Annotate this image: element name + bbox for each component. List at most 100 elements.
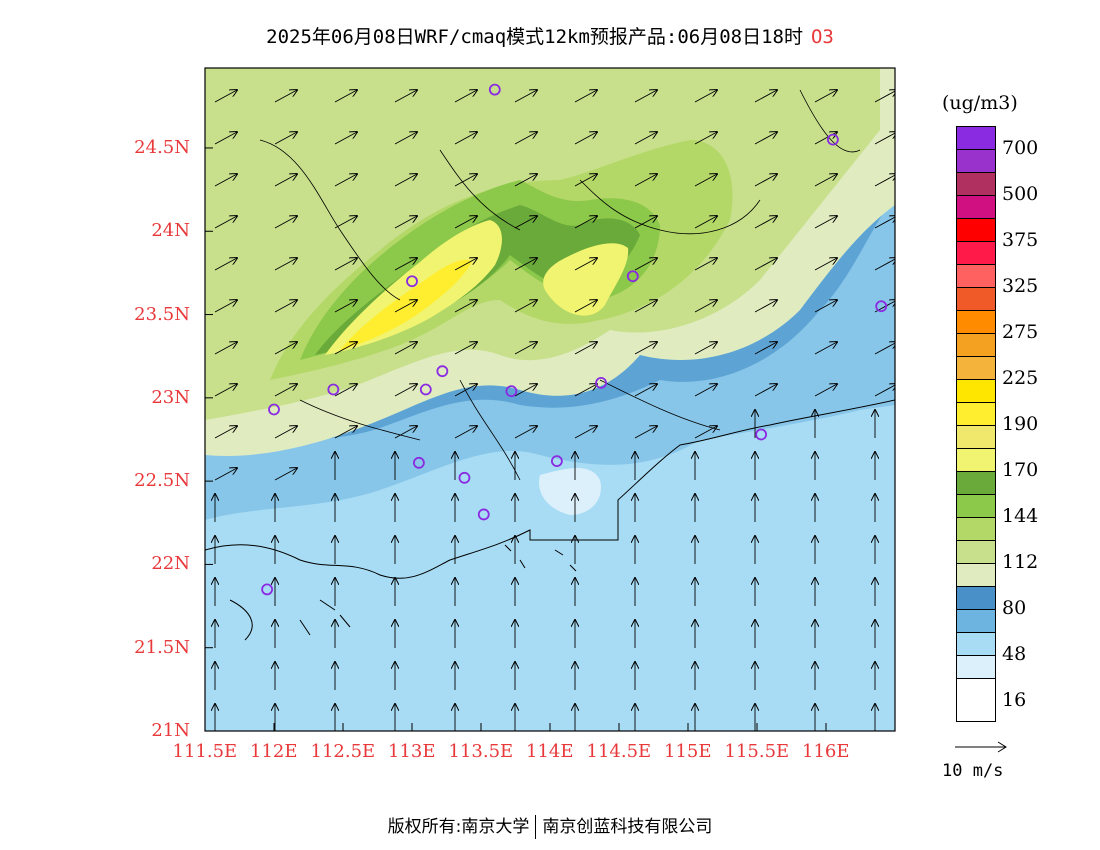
wind-arrow	[454, 384, 477, 397]
lon-label: 114.5E	[586, 741, 652, 762]
wind-arrow	[514, 384, 537, 397]
lon-label: 112.5E	[310, 741, 376, 762]
wind-arrow	[694, 300, 717, 313]
wind-arrow	[394, 384, 417, 397]
hot-zone-east	[543, 243, 629, 316]
wind-arrow	[394, 258, 417, 271]
station-marker	[551, 455, 563, 468]
station-marker	[327, 383, 340, 396]
wind-arrow	[634, 216, 657, 229]
wind-arrow	[634, 132, 657, 145]
hot-zone-west-core	[340, 259, 472, 350]
wind-arrow	[874, 90, 895, 103]
wind-arrow	[634, 90, 657, 103]
lat-label: 21.5N	[134, 636, 190, 658]
legend-color-cell	[957, 357, 995, 380]
wind-arrow	[274, 174, 297, 187]
wind-arrow	[874, 174, 895, 187]
legend-tick-label: 500	[1002, 183, 1039, 205]
wind-arrow	[274, 90, 297, 103]
wind-arrow	[814, 90, 837, 103]
wind-arrow	[754, 258, 777, 271]
wind-arrow	[874, 342, 895, 355]
legend-tick-label: 325	[1002, 275, 1039, 297]
station-marker	[268, 403, 280, 416]
wind-arrow	[454, 300, 477, 313]
wind-arrow	[574, 258, 597, 271]
wind-arrow	[814, 384, 837, 397]
lat-label: 22N	[151, 553, 190, 575]
wind-arrow	[814, 216, 837, 229]
wind-arrow	[274, 468, 297, 481]
wind-arrow	[334, 300, 357, 313]
station-marker	[755, 428, 768, 441]
station-marker	[595, 376, 607, 389]
reference-vector-label: 10 m/s	[942, 761, 1004, 781]
lat-label: 21N	[151, 720, 190, 741]
legend-color-cell	[957, 150, 995, 173]
wind-arrow	[394, 90, 417, 103]
wind-arrow	[274, 258, 297, 271]
legend-color-cell	[957, 610, 995, 633]
wind-field	[214, 90, 895, 731]
wind-arrow	[214, 426, 237, 439]
lon-label: 113.5E	[448, 741, 514, 762]
legend-color-cell	[957, 127, 995, 150]
color-legend	[956, 126, 996, 722]
wind-arrow	[574, 384, 597, 397]
wind-arrow	[874, 216, 895, 229]
wind-arrow	[814, 174, 837, 187]
legend-color-cell	[957, 288, 995, 311]
lon-label: 111.5E	[172, 741, 238, 762]
wind-arrow	[214, 216, 237, 229]
copyright-footer: 版权所有:南京大学 南京创蓝科技有限公司	[0, 812, 1100, 839]
wind-arrow	[574, 174, 597, 187]
wind-arrow	[574, 132, 597, 145]
title-text: 2025年06月08日WRF/cmaq模式12km预报产品:06月08日18时	[266, 26, 803, 48]
wind-arrow	[574, 342, 597, 355]
wind-arrow	[274, 216, 297, 229]
wind-arrow	[694, 174, 717, 187]
legend-color-cell	[957, 656, 995, 679]
legend-color-cell	[957, 633, 995, 656]
wind-arrow	[274, 342, 297, 355]
lat-label: 24.5N	[134, 136, 190, 158]
wind-arrow	[754, 132, 777, 145]
legend-tick-label: 190	[1002, 413, 1039, 435]
wind-arrow	[514, 426, 537, 439]
wind-arrow	[754, 300, 777, 313]
wind-arrow	[394, 342, 417, 355]
wind-arrow	[514, 342, 537, 355]
wind-arrow	[454, 174, 477, 187]
lat-label: 23N	[151, 386, 190, 408]
lon-label: 115.5E	[724, 741, 790, 762]
wind-arrow	[334, 426, 357, 439]
lon-label: 113E	[388, 741, 436, 762]
wind-arrow	[454, 132, 477, 145]
lon-label: 112E	[250, 741, 298, 762]
legend-color-cell	[957, 334, 995, 357]
legend-color-cell	[957, 495, 995, 518]
axis-ticks	[204, 147, 827, 732]
wind-arrow	[514, 90, 537, 103]
wind-arrow	[454, 426, 477, 439]
reference-vector-arrow	[955, 741, 1007, 753]
wind-arrow	[454, 258, 477, 271]
station-marker	[261, 583, 274, 596]
legend-tick-label: 80	[1002, 597, 1027, 619]
lat-label: 24N	[151, 220, 190, 242]
station-marker	[626, 270, 639, 283]
wind-arrow	[814, 258, 837, 271]
wind-arrow	[574, 90, 597, 103]
wind-arrow	[334, 132, 357, 145]
concentration-field	[205, 68, 895, 731]
legend-tick-label: 225	[1002, 367, 1039, 389]
legend-color-cell	[957, 541, 995, 564]
wind-arrow	[334, 384, 357, 397]
station-marker	[419, 383, 432, 396]
wind-arrow	[634, 258, 657, 271]
legend-color-cell	[957, 449, 995, 472]
wind-arrow	[274, 300, 297, 313]
wind-arrow	[394, 132, 417, 145]
